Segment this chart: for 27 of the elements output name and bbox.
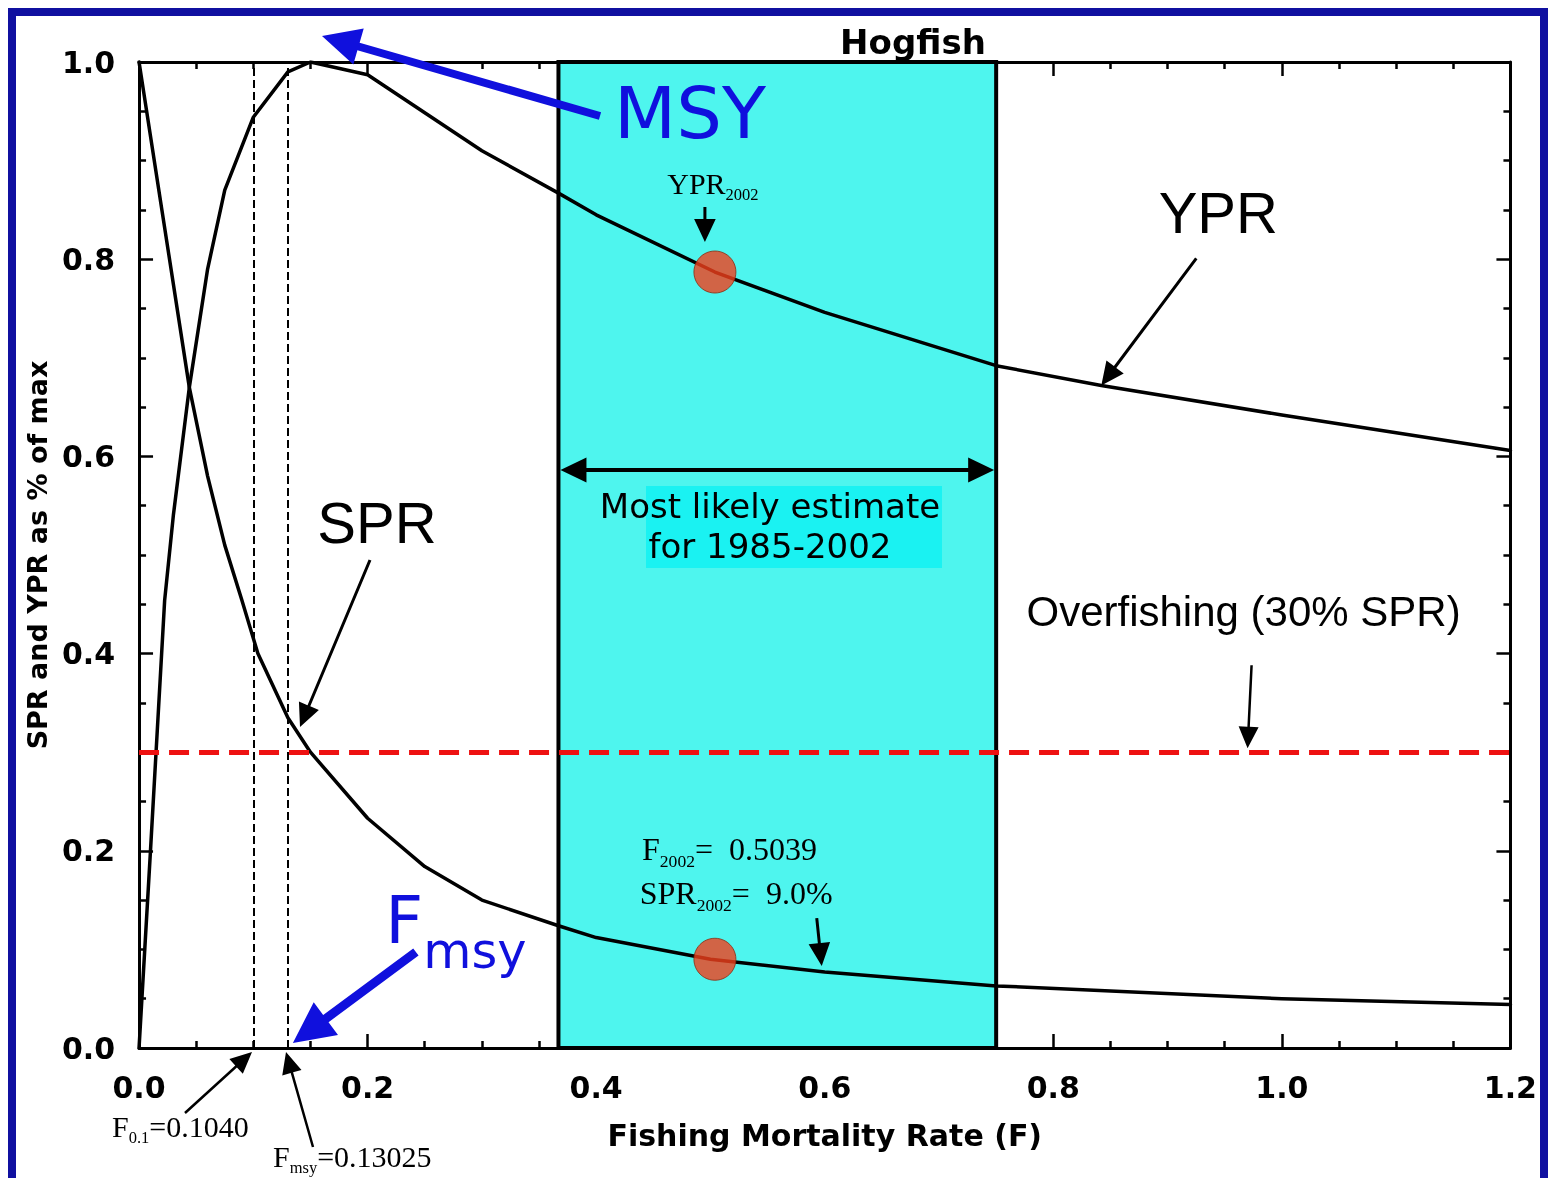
x-tick-label: 0.0 — [112, 1069, 166, 1105]
x-tick-label: 1.2 — [1483, 1069, 1538, 1105]
x-tick-label: 0.2 — [341, 1069, 395, 1105]
chart-title: Hogfish — [840, 22, 986, 62]
x-tick-label: 0.6 — [798, 1069, 852, 1105]
annotation: MSY — [614, 70, 767, 155]
y-tick-label: 0.8 — [61, 241, 116, 277]
x-tick-label: 0.8 — [1026, 1069, 1080, 1105]
annotation: Overfishing (30% SPR) — [1026, 588, 1461, 636]
annotation: YPR$_{2002}$ — [667, 166, 759, 205]
annotation: F$_{msy}$ — [385, 882, 527, 980]
y-tick-label: 1.0 — [61, 44, 116, 80]
annotation: Most likely estimate for 1985-2002 — [599, 485, 941, 566]
annotation: SPR$_{2002}$= 9.0% — [639, 875, 833, 916]
y-tick-label: 0.4 — [61, 636, 116, 672]
annotation: F$_{2002}$= 0.5039 — [642, 831, 818, 872]
y-axis-title: SPR and YPR as % of max — [22, 360, 53, 750]
y-tick-label: 0.2 — [61, 833, 116, 869]
y-tick-label: 0.6 — [61, 438, 116, 474]
annotation: SPR — [317, 490, 437, 556]
x-tick-label: 1.0 — [1255, 1069, 1309, 1105]
x-axis-title: Fishing Mortality Rate (F) — [607, 1117, 1043, 1153]
text: F$_{0.1}$=0.1040 — [112, 1109, 249, 1148]
annotation: YPR — [1158, 180, 1278, 246]
x-tick-label: 0.4 — [569, 1069, 623, 1105]
text: F$_{msy}$=0.13025 — [273, 1139, 432, 1178]
y-tick-label: 0.0 — [61, 1030, 116, 1066]
